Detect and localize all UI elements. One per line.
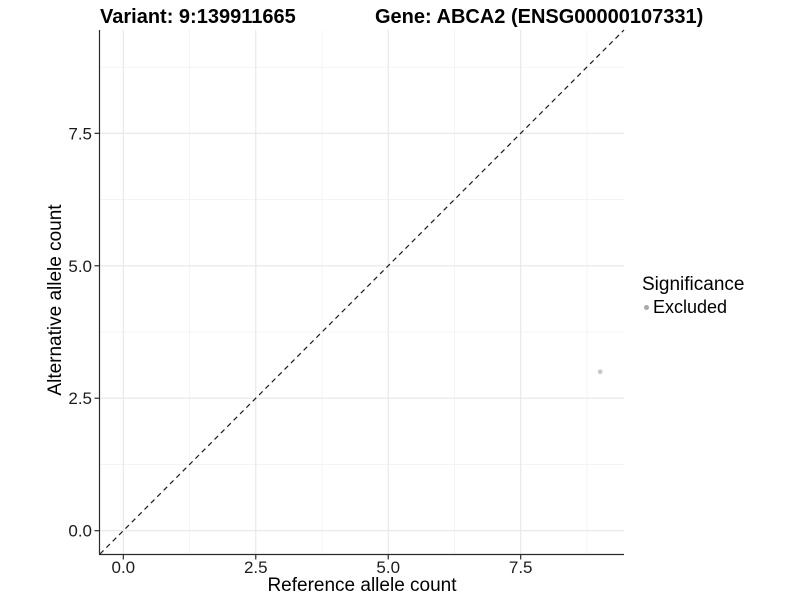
gene-title: Gene: ABCA2 (ENSG00000107331)	[375, 6, 704, 28]
legend-item-excluded[interactable]: Excluded	[644, 297, 800, 317]
identity-reference-line	[99, 29, 625, 555]
x-axis-title: Reference allele count	[267, 575, 457, 596]
data-point-excluded[interactable]	[597, 369, 603, 375]
y-tick-label: 5.0	[68, 257, 92, 276]
x-tick-label: 2.5	[244, 558, 268, 577]
legend-item-label: Excluded	[653, 297, 728, 317]
legend: Significance Excluded	[642, 274, 800, 317]
x-tick-label: 0.0	[111, 558, 135, 577]
legend-title: Significance	[642, 274, 745, 295]
x-tick-label: 7.5	[509, 558, 533, 577]
x-tick-label: 5.0	[376, 558, 400, 577]
y-tick-label: 7.5	[68, 124, 92, 143]
y-tick-label: 0.0	[68, 522, 92, 541]
y-axis-title: Alternative allele count	[45, 204, 66, 396]
variant-title: Variant: 9:139911665	[100, 6, 296, 28]
y-tick-label: 2.5	[68, 389, 92, 408]
excluded-key-dot-icon	[644, 304, 649, 310]
